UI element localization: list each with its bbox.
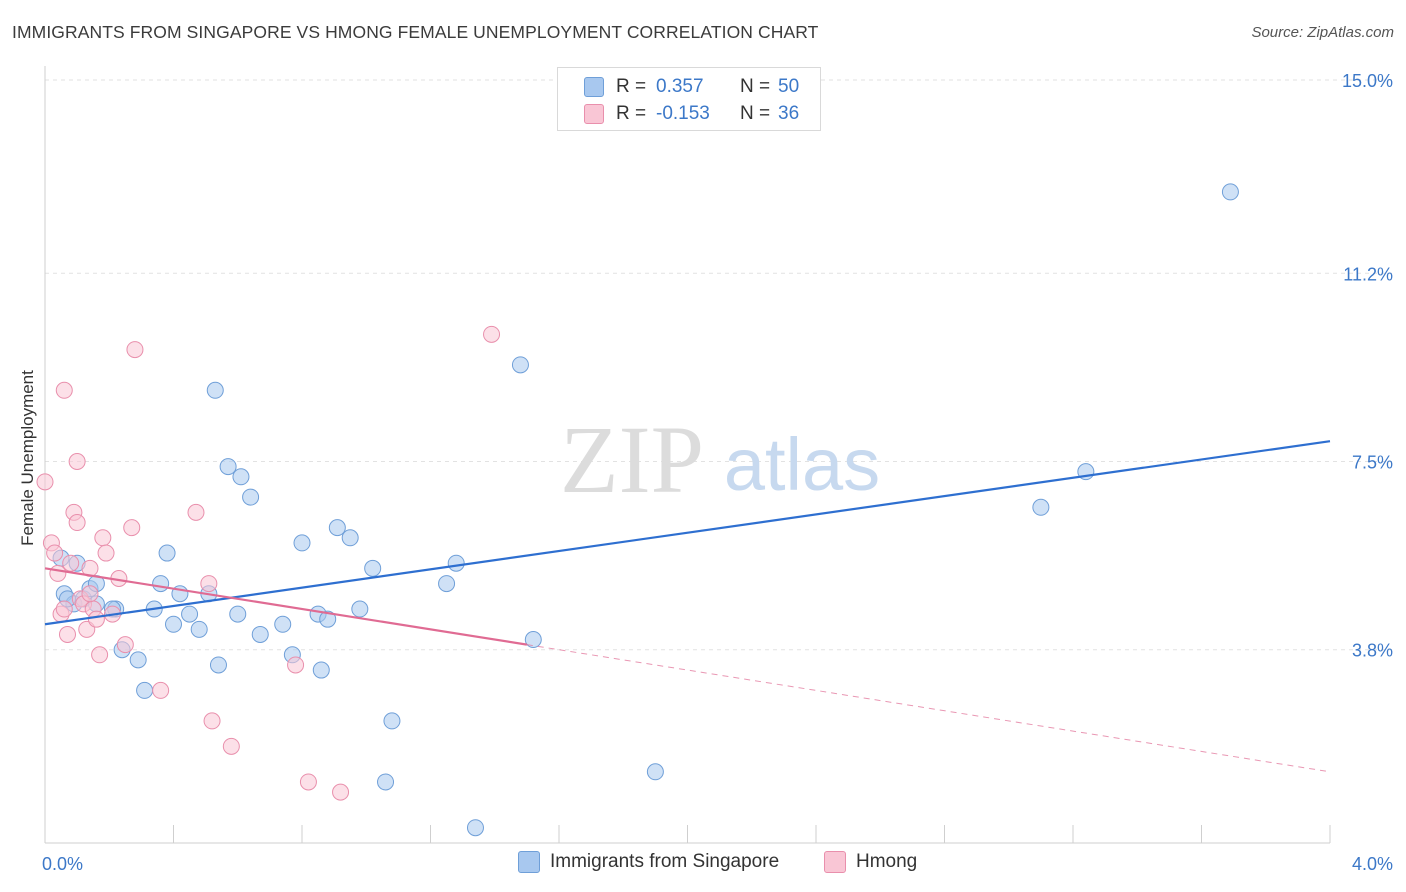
point-singapore [341, 529, 359, 547]
point-hmong [55, 600, 73, 618]
axes [44, 66, 1331, 844]
point-singapore [181, 605, 199, 623]
series-legend-singapore[interactable]: Immigrants from Singapore [518, 851, 779, 873]
point-singapore [438, 575, 456, 593]
y-tick-label: 3.8% [1352, 641, 1393, 661]
point-hmong [152, 681, 170, 699]
point-hmong [203, 712, 221, 730]
point-singapore [232, 468, 250, 486]
point-singapore [152, 575, 170, 593]
point-hmong [97, 544, 115, 562]
point-hmong [91, 646, 109, 664]
legend-r-value: -0.153 [656, 103, 710, 124]
series-swatch-singapore [518, 851, 540, 873]
data-points [36, 183, 1239, 837]
point-hmong [126, 341, 144, 359]
point-singapore [511, 356, 529, 374]
tick-labels: 3.8% 7.5% 11.2% 15.0% 0.0% 4.0% [42, 71, 1393, 874]
legend-r-label: R = [616, 103, 647, 124]
legend-swatch-singapore [584, 77, 604, 97]
point-hmong [62, 554, 80, 572]
trend-line-hmong [44, 567, 528, 646]
chart-title: IMMIGRANTS FROM SINGAPORE VS HMONG FEMAL… [12, 22, 819, 42]
legend-swatch-hmong [584, 104, 604, 124]
point-singapore [466, 819, 484, 837]
y-tick-label: 11.2% [1343, 264, 1393, 284]
trend-line-singapore [44, 440, 1331, 626]
point-hmong [123, 519, 141, 537]
watermark-zip: ZIP [560, 406, 704, 513]
series-legend-hmong[interactable]: Hmong [824, 851, 917, 873]
source-label: Source: ZipAtlas.com [1251, 24, 1394, 41]
legend-n-value: 36 [778, 103, 800, 124]
point-singapore [219, 458, 237, 476]
point-singapore [319, 610, 337, 628]
point-singapore [1032, 498, 1050, 516]
point-hmong [46, 544, 64, 562]
point-hmong [94, 529, 112, 547]
point-hmong [483, 325, 501, 343]
point-singapore [383, 712, 401, 730]
point-hmong [187, 503, 205, 521]
legend-row-hmong: R = -0.153 N = 36 [584, 102, 799, 126]
legend-row-singapore: R = 0.357 N = 50 [584, 75, 799, 99]
point-singapore [328, 519, 346, 537]
point-hmong [49, 564, 67, 582]
legend-n-label: N = [740, 76, 771, 97]
x-tick-label: 0.0% [42, 854, 83, 874]
point-singapore [293, 534, 311, 552]
y-tick-label: 7.5% [1352, 453, 1393, 473]
y-tick-label: 15.0% [1342, 71, 1393, 91]
point-hmong [68, 453, 86, 470]
trend-lines [44, 440, 1331, 773]
point-singapore [274, 615, 292, 633]
trend-line-hmong-extension [526, 644, 1331, 773]
point-singapore [646, 763, 664, 781]
point-hmong [222, 737, 240, 755]
point-hmong [200, 575, 218, 593]
point-singapore [229, 605, 247, 623]
point-singapore [351, 600, 369, 618]
point-hmong [68, 514, 86, 532]
point-hmong [58, 625, 76, 643]
legend-r-label: R = [616, 76, 647, 97]
point-singapore [165, 615, 182, 633]
point-singapore [129, 651, 147, 669]
point-singapore [1221, 183, 1239, 201]
point-singapore [242, 488, 260, 506]
point-hmong [287, 656, 305, 674]
point-singapore [524, 631, 542, 649]
point-singapore [158, 544, 176, 562]
point-singapore [136, 681, 154, 699]
point-hmong [81, 585, 99, 603]
correlation-legend: R = 0.357 N = 50 R = -0.153 N = 36 [557, 67, 821, 131]
series-legend: Immigrants from Singapore Hmong [0, 851, 1406, 877]
point-hmong [55, 381, 73, 399]
point-singapore [377, 773, 395, 791]
point-hmong [87, 610, 105, 628]
point-singapore [190, 620, 208, 638]
point-hmong [332, 783, 350, 801]
point-hmong [116, 636, 134, 654]
point-hmong [36, 473, 54, 491]
series-swatch-hmong [824, 851, 846, 873]
series-name-singapore: Immigrants from Singapore [550, 851, 780, 872]
series-name-hmong: Hmong [856, 851, 918, 872]
legend-n-value: 50 [778, 76, 800, 97]
point-singapore [447, 554, 465, 572]
point-singapore [312, 661, 330, 679]
x-tick-label: 4.0% [1352, 854, 1393, 874]
legend-r-value: 0.357 [656, 76, 704, 97]
point-singapore [206, 381, 224, 399]
gridlines [45, 79, 1392, 651]
point-singapore [364, 559, 382, 577]
point-singapore [209, 656, 227, 674]
watermark-atlas: atlas [724, 423, 880, 506]
point-hmong [299, 773, 317, 791]
legend-n-label: N = [740, 103, 771, 124]
point-singapore [251, 625, 269, 643]
